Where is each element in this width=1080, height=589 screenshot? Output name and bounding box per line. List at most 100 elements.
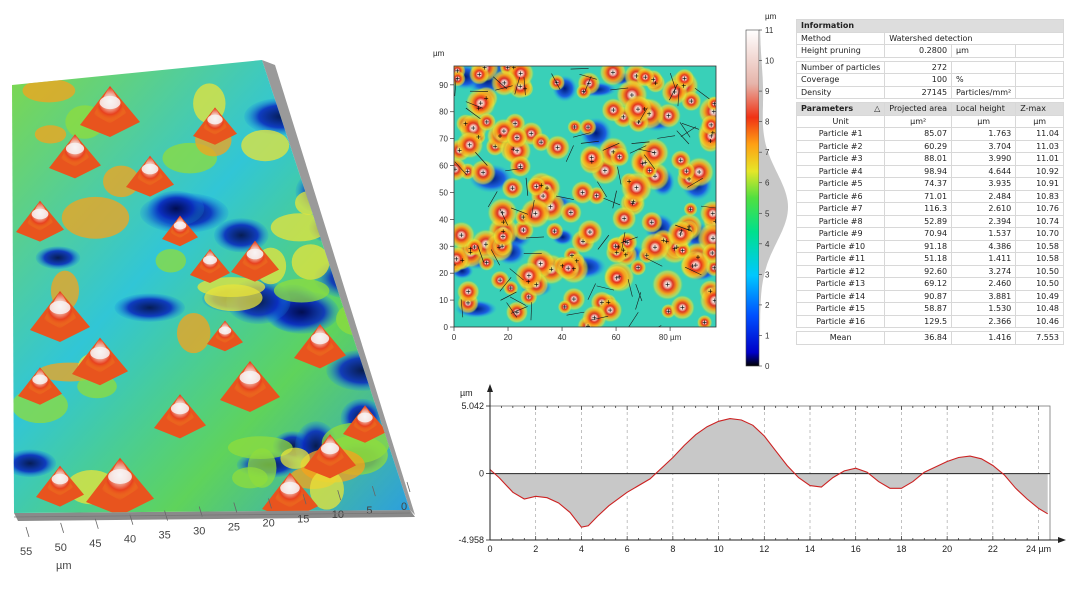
map-y-tick-label: 50	[439, 188, 448, 197]
colorbar-tick-label: 4	[765, 240, 770, 249]
surface-tick-label: 15	[297, 513, 309, 525]
surface-tick-label: 30	[193, 526, 205, 538]
surface-tick-label: 40	[124, 534, 136, 546]
colorbar-tick-label: 8	[765, 118, 770, 127]
surface-tick-label: 55	[20, 546, 32, 558]
particle-area-cell: 52.89	[885, 215, 952, 228]
projected-area-header[interactable]: Projected area	[885, 103, 952, 116]
particle-zmax-cell: 10.92	[1016, 165, 1064, 178]
particle-zmax-cell: 10.74	[1016, 215, 1064, 228]
surface-tick-label: 50	[55, 542, 67, 554]
map-y-tick-label: 30	[439, 242, 448, 251]
units-row: Unit µm² µm µm	[797, 115, 1064, 128]
profile-x-tick-label: 10	[714, 544, 724, 554]
particle-zmax-cell: 10.49	[1016, 290, 1064, 303]
particle-name-cell: Particle #10	[797, 240, 885, 253]
map-y-tick-label: 70	[439, 135, 448, 144]
profile-x-tick-label: 12	[759, 544, 769, 554]
map-y-tick-label: 90	[439, 81, 448, 90]
parameters-column-header[interactable]: Parameters △	[797, 103, 885, 116]
zmax-header[interactable]: Z-max	[1016, 103, 1064, 116]
profile-x-tick-label: 24 µm	[1026, 544, 1051, 554]
profile-x-tick-label: 16	[851, 544, 861, 554]
particle-area-cell: 91.18	[885, 240, 952, 253]
particle-area-cell: 74.37	[885, 178, 952, 191]
colorbar-tick-label: 11	[765, 26, 774, 35]
profile-x-tick-label: 6	[625, 544, 630, 554]
particle-name-cell: Particle #4	[797, 165, 885, 178]
mean-row: Mean 36.84 1.416 7.553	[797, 332, 1064, 345]
colorbar-tick-label: 2	[765, 301, 770, 310]
particle-name-cell: Particle #12	[797, 265, 885, 278]
particle-area-cell: 129.5	[885, 315, 952, 328]
x-axis-arrow-icon	[1058, 537, 1066, 543]
map-y-tick-label: 40	[439, 215, 448, 224]
profile-x-tick-label: 0	[487, 544, 492, 554]
particle-zmax-cell: 10.91	[1016, 178, 1064, 191]
profile-y-unit: µm	[460, 388, 473, 398]
particle-name-cell: Particle #9	[797, 228, 885, 241]
particle-zmax-cell: 10.50	[1016, 278, 1064, 291]
profile-x-tick-label: 22	[988, 544, 998, 554]
profile-y-tick-label: -4.958	[458, 535, 484, 545]
particle-height-cell: 3.881	[952, 290, 1016, 303]
particle-area-cell: 51.18	[885, 253, 952, 266]
surface-tick-label: 25	[228, 521, 240, 533]
surface-tick-label: 35	[159, 530, 171, 542]
particle-height-cell: 2.460	[952, 278, 1016, 291]
density-row: Density 27145 Particles/mm²	[797, 86, 1064, 99]
sort-ascending-icon[interactable]: △	[874, 104, 880, 113]
method-row: Method Watershed detection	[797, 32, 1064, 45]
profile-x-tick-label: 4	[579, 544, 584, 554]
particle-height-cell: 3.935	[952, 178, 1016, 191]
particle-name-cell: Particle #7	[797, 203, 885, 216]
map-y-tick-label: 20	[439, 269, 448, 278]
particle-name-cell: Particle #3	[797, 153, 885, 166]
map-y-tick-label: 0	[444, 323, 449, 332]
particle-zmax-cell: 10.46	[1016, 315, 1064, 328]
particle-name-cell: Particle #15	[797, 303, 885, 316]
colorbar-gradient	[746, 30, 759, 366]
parameters-header-row: Parameters △ Projected area Local height…	[797, 103, 1064, 116]
profile-x-tick-label: 14	[805, 544, 815, 554]
profile-x-tick-label: 20	[942, 544, 952, 554]
map-y-tick-label: 80	[439, 108, 448, 117]
height-pruning-row: Height pruning 0.2800 µm	[797, 45, 1064, 58]
particle-zmax-cell: 10.58	[1016, 253, 1064, 266]
particle-count-row: Number of particles 272	[797, 61, 1064, 74]
profile-x-tick-label: 8	[670, 544, 675, 554]
surface-tick-label: 20	[262, 517, 274, 529]
map-x-tick-label: 80 µm	[659, 333, 682, 342]
particle-height-cell: 3.274	[952, 265, 1016, 278]
particle-height-cell: 1.537	[952, 228, 1016, 241]
local-height-header[interactable]: Local height	[952, 103, 1016, 116]
profile-y-tick-label: 0	[479, 469, 484, 479]
particle-area-cell: 58.87	[885, 303, 952, 316]
colorbar-tick-label: 6	[765, 179, 770, 188]
particle-height-cell: 4.386	[952, 240, 1016, 253]
particle-name-cell: Particle #16	[797, 315, 885, 328]
particle-name-cell: Particle #1	[797, 128, 885, 141]
